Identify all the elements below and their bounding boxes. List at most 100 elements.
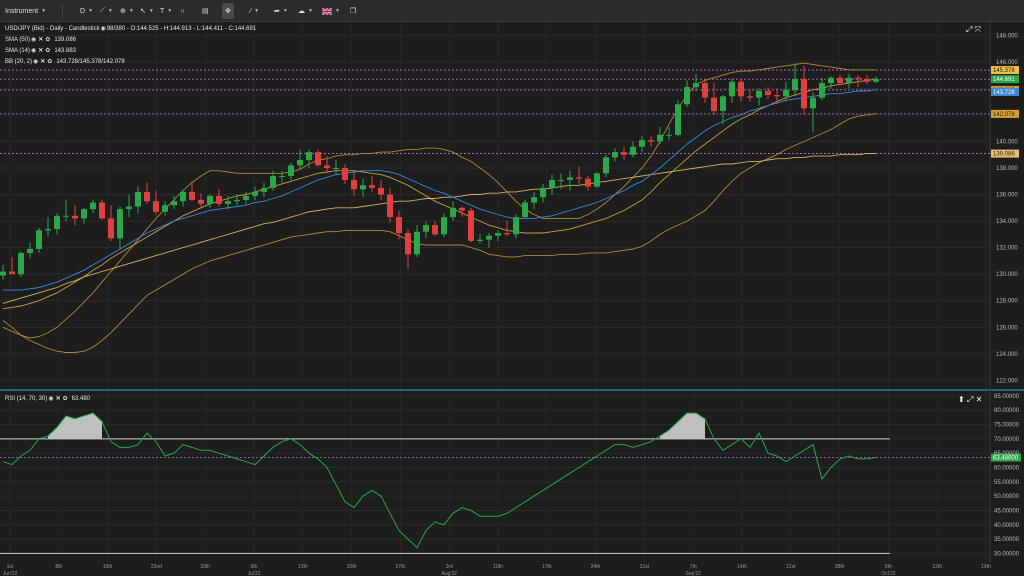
- candle-bearish: [738, 81, 744, 97]
- eye-icon[interactable]: ◉: [31, 37, 37, 43]
- candle-bearish: [459, 207, 465, 211]
- x-tick-label: 13th: [298, 564, 308, 570]
- timeframe-dropdown[interactable]: D ▼: [80, 3, 93, 19]
- eye-icon[interactable]: ◉: [31, 48, 37, 54]
- crosshair-tool[interactable]: ⊕ ▼: [120, 3, 134, 19]
- expand-icon[interactable]: ⤢: [966, 25, 973, 34]
- candle-bullish: [333, 168, 339, 169]
- price-tick-label: 132.000: [996, 246, 1018, 252]
- instrument-dropdown[interactable]: Instrument ▼: [5, 3, 46, 19]
- candle-bullish: [180, 191, 186, 202]
- rsi-tick-label: 50.00000: [994, 494, 1020, 500]
- candle-bearish: [9, 271, 15, 275]
- cursor-icon: ↖: [140, 8, 146, 15]
- candle-bearish: [99, 202, 105, 219]
- gear-icon[interactable]: ✿: [45, 48, 51, 54]
- uk-flag-icon: [322, 7, 332, 15]
- candle-bullish: [414, 231, 420, 255]
- share-button[interactable]: ➦ ▼: [274, 3, 288, 19]
- price-tag: [991, 87, 1019, 96]
- eye-icon[interactable]: ◉: [33, 59, 39, 65]
- x-tick-sublabel: 3rd: [446, 564, 453, 570]
- x-tick-label: 28th: [835, 564, 845, 570]
- candle-bullish: [531, 197, 537, 203]
- close-icon[interactable]: ✕: [38, 37, 44, 43]
- popout-icon[interactable]: ⤧: [974, 25, 982, 34]
- candle-bullish: [819, 83, 825, 98]
- close-icon[interactable]: ✕: [38, 48, 44, 54]
- popout-button[interactable]: ❐: [350, 3, 356, 19]
- candle-bullish: [540, 187, 546, 198]
- indicators-button[interactable]: ⁄ ▼: [250, 3, 259, 19]
- rsi-tick-label: 65.00000: [994, 451, 1020, 457]
- x-tick-label: Jun'22: [3, 571, 18, 576]
- rsi-tick-label: 55.00000: [994, 480, 1020, 486]
- gear-icon[interactable]: ✿: [62, 396, 68, 402]
- rsi-axis[interactable]: 85.00000 80.00000 75.00000 70.00000 65.00000…: [994, 394, 1020, 558]
- legend-sma14-value: 143.883: [54, 47, 77, 54]
- instrument-label: Instrument: [5, 7, 39, 15]
- draw-line-tool[interactable]: ⟋ ▼: [100, 3, 113, 19]
- candle-bullish: [675, 104, 681, 135]
- move-up-icon[interactable]: ⬆: [958, 395, 965, 404]
- expand-icon[interactable]: ⤢: [966, 395, 974, 404]
- candle-bullish: [234, 199, 240, 202]
- price-grid: [0, 22, 990, 562]
- price-tag-label: 144.691: [993, 77, 1015, 83]
- text-tool[interactable]: T ▼: [160, 3, 172, 19]
- theme-button[interactable]: ☁ ▼: [298, 3, 313, 19]
- bb-upper-line: [2, 62, 876, 339]
- candle-bearish: [153, 201, 159, 212]
- candle-bullish: [117, 209, 123, 239]
- candle-bullish: [252, 191, 258, 196]
- candle-bearish: [378, 187, 384, 195]
- gear-icon[interactable]: ✿: [45, 37, 51, 43]
- price-tag: [991, 109, 1019, 118]
- candle-bullish: [684, 87, 690, 105]
- x-tick-sublabel: 5th: [885, 564, 892, 570]
- eye-icon[interactable]: ◉: [100, 26, 106, 32]
- eye-icon[interactable]: ◉: [48, 396, 54, 402]
- legend-sma50-label: SMA (50): [5, 36, 31, 43]
- rsi-tick-label: 75.00000: [994, 423, 1020, 429]
- timeframe-label: D: [80, 7, 86, 15]
- candle-bullish: [603, 157, 609, 174]
- close-icon[interactable]: ✕: [975, 395, 983, 404]
- chevron-down-icon: ▼: [128, 8, 134, 14]
- pointer-tool[interactable]: ↖ ▼: [140, 3, 154, 19]
- candle-bullish: [639, 140, 645, 147]
- rsi-pane-controls: ⬆ ⤢ ✕: [958, 395, 982, 405]
- candle-bullish: [783, 89, 789, 97]
- candle-bearish: [468, 210, 474, 241]
- chevron-down-icon: ▼: [335, 8, 340, 14]
- x-tick-label: 20th: [347, 564, 357, 570]
- close-icon[interactable]: ✕: [40, 59, 46, 65]
- candle-bullish: [846, 77, 852, 84]
- legend-rsi-value: 63.480: [71, 395, 91, 402]
- chart-area[interactable]: 148.000146.000144.000142.000140.000138.0…: [0, 22, 1024, 576]
- candle-bullish: [693, 83, 699, 88]
- share-arrow-icon: ➦: [274, 8, 280, 15]
- layout-button[interactable]: ▤: [202, 3, 209, 19]
- candle-bullish: [450, 207, 456, 218]
- candle-bullish: [630, 146, 636, 155]
- magnet-tool[interactable]: ∩: [180, 3, 185, 19]
- chevron-down-icon: ▼: [254, 8, 260, 14]
- rsi-value-tag: [991, 453, 1021, 462]
- chevron-down-icon: ▼: [167, 8, 173, 14]
- legend-sma50: SMA (50) ◉ ✕ ✿ 139.086: [5, 36, 77, 44]
- gear-icon[interactable]: ✿: [47, 59, 53, 65]
- fullscreen-button[interactable]: ✥: [222, 3, 234, 19]
- x-tick-label: 19th: [981, 564, 991, 570]
- candle-bullish: [441, 217, 447, 235]
- candle-bullish: [297, 160, 303, 166]
- language-button[interactable]: ▼: [322, 3, 340, 19]
- candle-bearish: [189, 191, 195, 200]
- x-tick-label: 10th: [493, 564, 503, 570]
- candle-bullish: [657, 134, 663, 142]
- legend-sma50-value: 139.086: [54, 36, 77, 43]
- candle-bearish: [315, 152, 321, 166]
- close-icon[interactable]: ✕: [55, 396, 61, 402]
- candle-bullish: [90, 202, 96, 210]
